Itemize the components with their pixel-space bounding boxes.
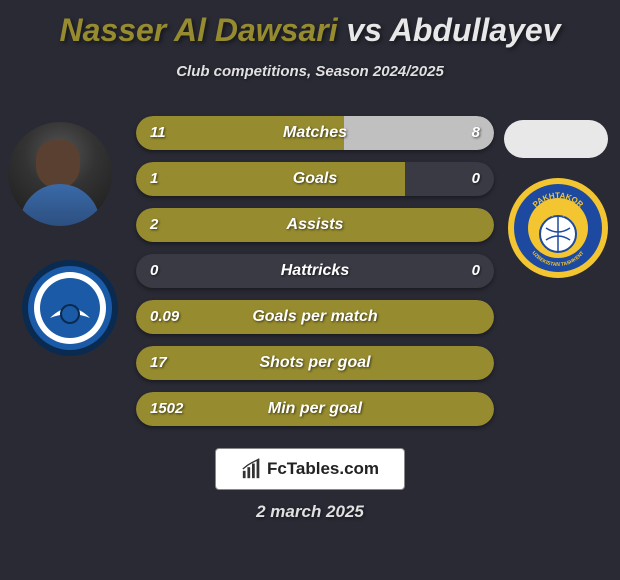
chart-icon [241,458,263,480]
stat-row: 0.09Goals per match [136,300,494,334]
stat-row: 2Assists [136,208,494,242]
subtitle: Club competitions, Season 2024/2025 [0,63,620,80]
comparison-title: Nasser Al Dawsari vs Abdullayev [0,0,620,49]
stat-row: 17Shots per goal [136,346,494,380]
al-hilal-badge-icon [20,258,120,358]
player1-avatar [8,122,112,226]
stat-row: 00Hattricks [136,254,494,288]
player1-name: Nasser Al Dawsari [60,12,338,48]
stat-label: Shots per goal [136,346,494,380]
stat-label: Matches [136,116,494,150]
site-badge[interactable]: FcTables.com [215,448,405,490]
site-name: FcTables.com [267,459,379,479]
player1-club-badge [20,258,120,358]
stat-label: Goals [136,162,494,196]
date-label: 2 march 2025 [0,502,620,522]
stat-row: 118Matches [136,116,494,150]
stat-label: Assists [136,208,494,242]
stat-label: Hattricks [136,254,494,288]
stat-label: Goals per match [136,300,494,334]
player2-name: Abdullayev [390,12,561,48]
stats-bars-container: 118Matches 10Goals 2Assists 00Hattricks 0.09… [136,116,494,438]
vs-label: vs [346,12,382,48]
stat-label: Min per goal [136,392,494,426]
player2-avatar [504,120,608,158]
pakhtakor-badge-icon: PAKHTAKOR UZBEKISTAN TASHKENT [506,176,610,280]
stat-row: 1502Min per goal [136,392,494,426]
player2-club-badge: PAKHTAKOR UZBEKISTAN TASHKENT [506,176,610,280]
stat-row: 10Goals [136,162,494,196]
